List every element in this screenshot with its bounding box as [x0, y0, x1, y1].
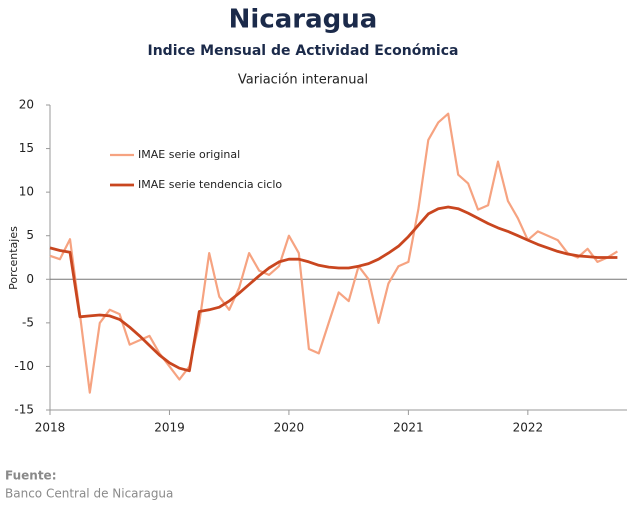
x-tick-label: 2019: [154, 421, 185, 435]
series-line: [49, 112, 618, 394]
x-tick-label: 2018: [35, 421, 66, 435]
series-line: [49, 205, 618, 373]
source: Banco Central de Nicaragua: [5, 487, 173, 501]
y-tick-label: 15: [19, 141, 34, 155]
y-tick-label: 10: [19, 185, 34, 199]
x-tick-label: 2022: [513, 421, 544, 435]
y-tick-label: -15: [14, 403, 34, 417]
x-tick-label: 2021: [393, 421, 424, 435]
y-tick-label: 0: [26, 272, 34, 286]
chart-subtitle-2: Variación interanual: [238, 73, 368, 88]
y-tick-label: 20: [19, 98, 34, 112]
x-tick-label: 2020: [274, 421, 305, 435]
legend-box: [108, 140, 328, 200]
source-label: Fuente:: [5, 469, 57, 483]
y-axis-label: Porcentajes: [7, 226, 20, 290]
y-tick-label: 5: [26, 228, 34, 242]
legend-label: IMAE serie tendencia ciclo: [138, 178, 282, 191]
y-tick-label: -5: [22, 315, 34, 329]
legend-label: IMAE serie original: [138, 148, 240, 161]
y-tick-label: -10: [14, 359, 34, 373]
chart-subtitle: Indice Mensual de Actividad Económica: [148, 43, 459, 59]
chart-title: Nicaragua: [229, 5, 378, 35]
